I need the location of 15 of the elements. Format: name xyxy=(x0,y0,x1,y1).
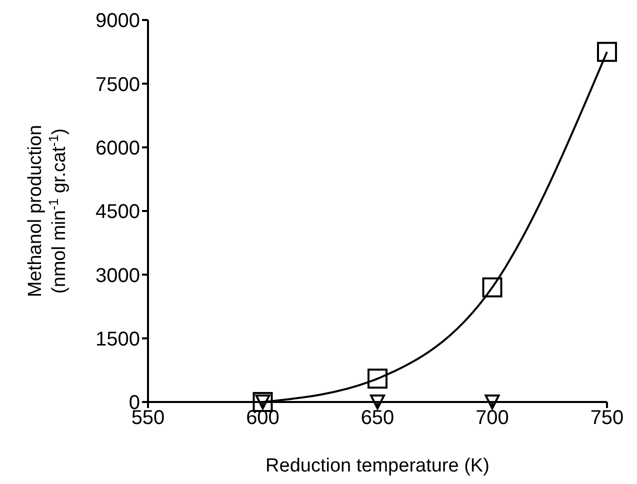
y-tick-label: 1500 xyxy=(96,328,140,350)
point xyxy=(482,277,502,298)
y-tick-label: 6000 xyxy=(96,137,140,160)
x-tick-label: 750 xyxy=(590,407,624,430)
point xyxy=(368,368,388,389)
x-tick-label: 650 xyxy=(360,407,394,430)
point xyxy=(370,394,385,410)
point xyxy=(597,42,617,62)
y-tick-label: 3000 xyxy=(96,264,140,287)
y-tick-label: 7500 xyxy=(96,74,140,96)
point xyxy=(484,394,500,410)
x-tick-label: 700 xyxy=(476,407,509,430)
y-tick-label: 9000 xyxy=(96,10,140,32)
x-axis-title: Reduction temperature (K) xyxy=(266,455,490,476)
y-tick-label: 4500 xyxy=(96,201,140,224)
